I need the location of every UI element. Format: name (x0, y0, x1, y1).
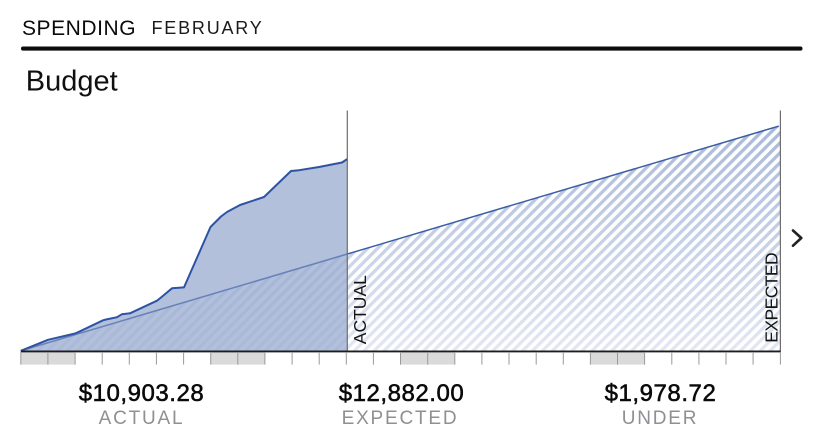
svg-text:EXPECTED: EXPECTED (342, 408, 459, 429)
svg-text:ACTUAL: ACTUAL (350, 275, 370, 344)
svg-text:$12,882.00: $12,882.00 (339, 380, 465, 407)
svg-text:$10,903.28: $10,903.28 (79, 380, 205, 407)
svg-text:UNDER: UNDER (622, 408, 699, 429)
svg-text:Budget: Budget (26, 66, 118, 98)
svg-text:$1,978.72: $1,978.72 (605, 380, 717, 407)
svg-text:EXPECTED: EXPECTED (761, 253, 781, 343)
svg-text:ACTUAL: ACTUAL (99, 408, 185, 429)
svg-text:FEBRUARY: FEBRUARY (152, 18, 264, 38)
svg-text:SPENDING: SPENDING (22, 17, 136, 40)
